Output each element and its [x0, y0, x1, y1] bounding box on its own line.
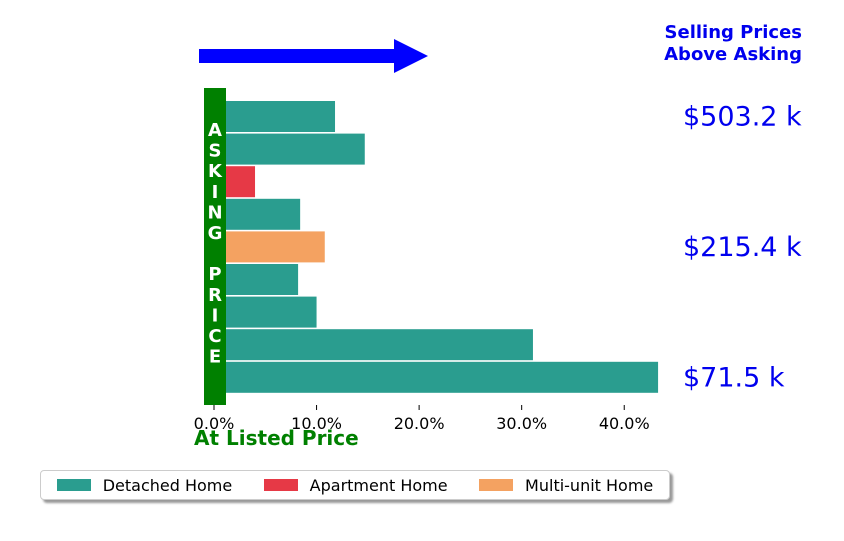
legend-label-0: Detached Home: [102, 475, 233, 495]
bar-8: [226, 361, 659, 393]
legend-swatch-1: [263, 479, 298, 491]
bar-5: [226, 264, 299, 295]
price-label-0: $503.2 k: [683, 102, 802, 133]
legend-item-2: Multi-unit Home: [479, 476, 653, 495]
x-axis-label: At Listed Price: [194, 426, 359, 450]
asking-letter-2: K: [208, 161, 223, 182]
bar-6: [226, 296, 317, 328]
legend-label-1: Apartment Home: [309, 475, 448, 495]
x-tick-label-2: 20.0%: [394, 414, 445, 433]
asking-letter-8: R: [208, 285, 222, 306]
x-tick-label-4: 40.0%: [599, 414, 650, 433]
legend-label-2: Multi-unit Home: [525, 475, 654, 495]
asking-letter-11: E: [209, 347, 221, 368]
corner-title-line-2: Above Asking: [664, 44, 802, 65]
price-label-2: $71.5 k: [683, 362, 785, 393]
bars-group: [226, 101, 659, 393]
corner-title-line-1: Selling Prices: [665, 22, 802, 43]
x-tick-label-3: 30.0%: [496, 414, 547, 433]
asking-letter-5: G: [208, 223, 223, 244]
arrow-right-icon: [199, 39, 428, 73]
bar-1: [226, 133, 365, 165]
bar-4: [226, 231, 325, 263]
legend-swatch-0: [56, 479, 91, 491]
x-axis: 0.0% 10.0% 20.0% 30.0% 40.0%: [194, 405, 650, 433]
legend-swatch-2: [479, 479, 514, 491]
x-tick-label-0: 0.0%: [194, 414, 235, 433]
bar-0: [226, 101, 336, 132]
asking-letter-4: N: [207, 202, 222, 223]
bar-2: [226, 166, 256, 198]
asking-letter-9: I: [212, 305, 219, 326]
bar-7: [226, 329, 533, 361]
bar-3: [226, 198, 301, 230]
x-tick-label-1: 10.0%: [291, 414, 342, 433]
asking-letter-10: C: [208, 326, 221, 347]
legend-item-0: Detached Home: [56, 475, 233, 495]
price-label-1: $215.4 k: [683, 232, 802, 263]
asking-price-bar: [204, 88, 226, 405]
price-labels: $503.2 k $215.4 k $71.5 k: [683, 102, 802, 394]
legend: Detached Home Apartment Home Multi-unit Ho…: [40, 470, 670, 500]
asking-letter-1: S: [209, 141, 222, 162]
legend-item-1: Apartment Home: [263, 475, 448, 495]
asking-letter-7: P: [208, 264, 221, 285]
asking-letter-3: I: [212, 182, 219, 203]
asking-letter-0: A: [208, 120, 222, 141]
